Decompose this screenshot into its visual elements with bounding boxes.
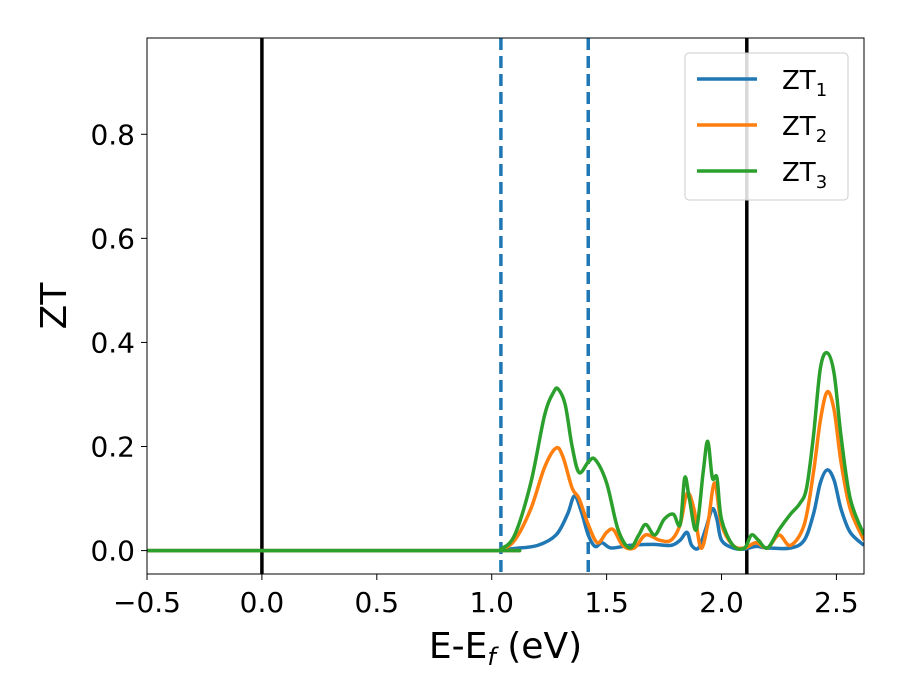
y-tick-label: 0.2 (90, 431, 135, 464)
series-line-zt3 (147, 350, 864, 553)
y-tick-label: 0.6 (90, 222, 135, 255)
legend-label-zt1: ZT1 (782, 66, 827, 101)
x-tick-label: 2.0 (699, 586, 744, 619)
x-tick-label: 1.0 (469, 586, 514, 619)
reference-lines (260, 38, 749, 574)
x-tick-label: 0.0 (240, 586, 285, 619)
series-line-zt2 (147, 389, 864, 553)
y-axis-label: ZT (34, 282, 75, 330)
legend-label-zt2: ZT2 (782, 112, 827, 147)
legend-label-zt3: ZT3 (782, 158, 827, 193)
legend: ZT1 ZT2 ZT3 (684, 52, 849, 201)
x-axis-label: E-Ef (eV) (429, 626, 582, 671)
y-tick-label: 0.4 (90, 326, 135, 359)
x-tick-label: −0.5 (113, 586, 181, 619)
series-line-zt1 (147, 468, 864, 553)
series-lines (147, 350, 864, 553)
x-tick-label: 0.5 (355, 586, 400, 619)
x-tick-label: 2.5 (814, 586, 859, 619)
x-tick-label: 1.5 (584, 586, 629, 619)
x-axis-ticks: −0.5 0.0 0.5 1.0 1.5 2.0 2.5 (113, 574, 859, 619)
y-axis-ticks: 0.0 0.2 0.4 0.6 0.8 (90, 118, 147, 568)
legend-box (684, 52, 849, 201)
y-tick-label: 0.0 (90, 535, 135, 568)
plot-area-frame (146, 37, 865, 575)
y-tick-label: 0.8 (90, 118, 135, 151)
